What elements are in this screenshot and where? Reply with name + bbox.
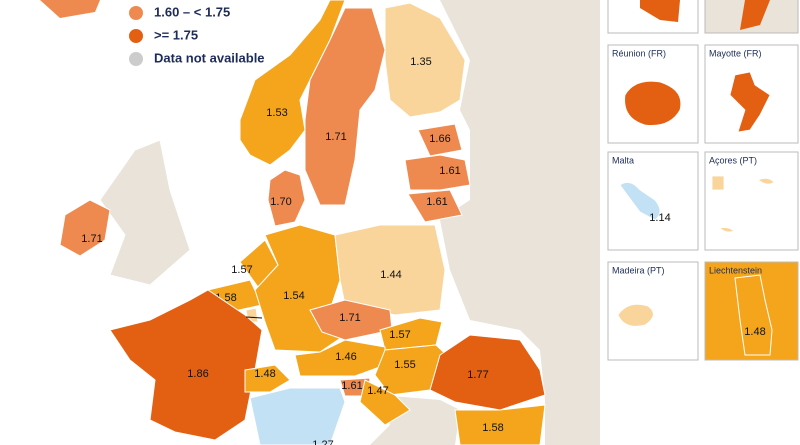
country bbox=[384, 2, 466, 118]
country-value: 1.47 bbox=[367, 385, 388, 397]
inset-value: 1.48 bbox=[744, 326, 765, 338]
inset-title: Madeira (PT) bbox=[612, 265, 665, 275]
legend-label: >= 1.75 bbox=[154, 27, 198, 42]
land-non-eu bbox=[440, 0, 600, 445]
country-value: 1.71 bbox=[339, 312, 360, 324]
inset-shape bbox=[624, 80, 682, 126]
inset-box bbox=[704, 151, 799, 251]
inset-title: Mayotte (FR) bbox=[709, 48, 762, 58]
country-value: 1.77 bbox=[467, 369, 488, 381]
country-value: 1.61 bbox=[341, 380, 362, 392]
country bbox=[244, 364, 291, 393]
pointer bbox=[245, 316, 263, 319]
legend-label: Data not available bbox=[154, 50, 265, 65]
country bbox=[359, 379, 411, 426]
land-partial bbox=[40, 0, 100, 18]
inset-shape bbox=[640, 0, 680, 22]
inset-shape bbox=[619, 182, 661, 221]
country-value: 1.61 bbox=[426, 196, 447, 208]
country-value: 1.86 bbox=[187, 368, 208, 380]
country bbox=[334, 224, 446, 316]
country bbox=[267, 169, 306, 227]
country-value: 1.71 bbox=[325, 131, 346, 143]
country bbox=[404, 154, 471, 191]
inset-shape bbox=[729, 71, 771, 133]
country-value: 1.54 bbox=[283, 290, 304, 302]
land-uk bbox=[99, 139, 191, 286]
country-value: 1.61 bbox=[439, 165, 460, 177]
country-value: 1.46 bbox=[335, 351, 356, 363]
inset-shape bbox=[734, 274, 773, 356]
country bbox=[249, 387, 346, 445]
legend-label: 1.60 – < 1.75 bbox=[154, 4, 230, 19]
country-value: 1.53 bbox=[266, 107, 287, 119]
country-value: 1.44 bbox=[380, 269, 401, 281]
country-value: 1.66 bbox=[429, 133, 450, 145]
inset-box bbox=[704, 261, 799, 361]
inset-title: Réunion (FR) bbox=[612, 48, 666, 58]
inset-shape bbox=[711, 175, 775, 233]
inset-title: Açores (PT) bbox=[709, 155, 757, 165]
insets: Réunion (FR) Mayotte (FR) Malta 1.14 Açores … bbox=[607, 0, 799, 361]
regions: 1.53 1.71 1.35 1.66 1.61 1.61 1.70 1.71 1.57 1.58… bbox=[59, 0, 546, 445]
country bbox=[429, 334, 546, 411]
legend: 1.60 – < 1.75 >= 1.75 Data not available bbox=[129, 4, 265, 66]
country-value: 1.57 bbox=[389, 329, 410, 341]
country bbox=[454, 404, 546, 445]
country bbox=[417, 123, 463, 157]
country-value: 1.70 bbox=[270, 196, 291, 208]
inset-title: Liechtenstein bbox=[709, 265, 762, 275]
country-value: 1.27 bbox=[312, 439, 333, 445]
inset-value: 1.14 bbox=[649, 212, 670, 224]
legend-swatch bbox=[129, 29, 143, 43]
country-value: 1.58 bbox=[482, 422, 503, 434]
country-value: 1.55 bbox=[394, 359, 415, 371]
legend-swatch bbox=[129, 6, 143, 20]
country-value: 1.71 bbox=[81, 233, 102, 245]
inset-shape bbox=[617, 303, 654, 327]
country-value: 1.57 bbox=[231, 264, 252, 276]
inset-title: Malta bbox=[612, 155, 634, 165]
country bbox=[109, 289, 263, 441]
country bbox=[59, 199, 111, 257]
inset-shape bbox=[740, 0, 770, 30]
country bbox=[407, 189, 463, 223]
legend-swatch bbox=[129, 52, 143, 66]
country-value: 1.48 bbox=[254, 368, 275, 380]
country-value: 1.35 bbox=[410, 56, 431, 68]
country bbox=[304, 7, 386, 206]
